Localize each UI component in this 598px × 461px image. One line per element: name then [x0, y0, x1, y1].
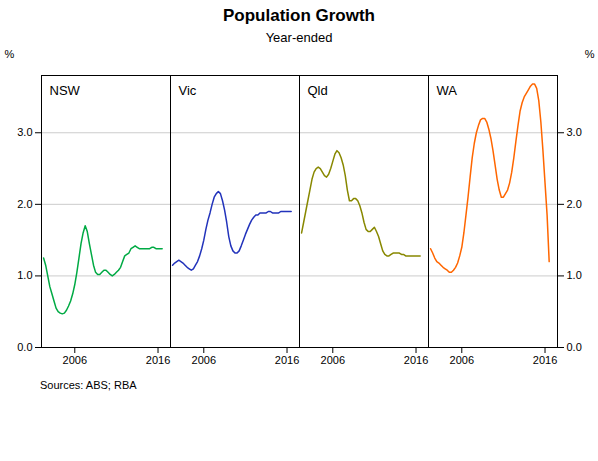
svg-text:1.0: 1.0 [567, 269, 582, 281]
svg-text:WA: WA [437, 83, 458, 98]
svg-text:NSW: NSW [50, 83, 81, 98]
svg-text:1.0: 1.0 [17, 269, 32, 281]
svg-text:Vic: Vic [179, 83, 197, 98]
svg-text:2006: 2006 [192, 354, 216, 366]
html-text:Year-ended: Year-ended [265, 30, 333, 45]
svg-text:Qld: Qld [308, 83, 328, 98]
svg-text:2006: 2006 [63, 354, 87, 366]
svg-text:0.0: 0.0 [567, 341, 582, 353]
html-text:Population Growth: Population Growth [223, 6, 375, 25]
html-text:Sources: ABS; RBA: Sources: ABS; RBA [40, 379, 137, 391]
svg-text:3.0: 3.0 [567, 126, 582, 138]
svg-text:3.0: 3.0 [17, 126, 32, 138]
svg-text:2016: 2016 [404, 354, 428, 366]
svg-text:2.0: 2.0 [17, 198, 32, 210]
svg-text:%: % [585, 48, 595, 60]
svg-text:2006: 2006 [450, 354, 474, 366]
svg-text:2006: 2006 [321, 354, 345, 366]
svg-text:2.0: 2.0 [567, 198, 582, 210]
svg-text:2016: 2016 [533, 354, 557, 366]
svg-text:%: % [5, 48, 15, 60]
svg-text:0.0: 0.0 [17, 341, 32, 353]
svg-text:2016: 2016 [275, 354, 299, 366]
svg-text:2016: 2016 [146, 354, 170, 366]
